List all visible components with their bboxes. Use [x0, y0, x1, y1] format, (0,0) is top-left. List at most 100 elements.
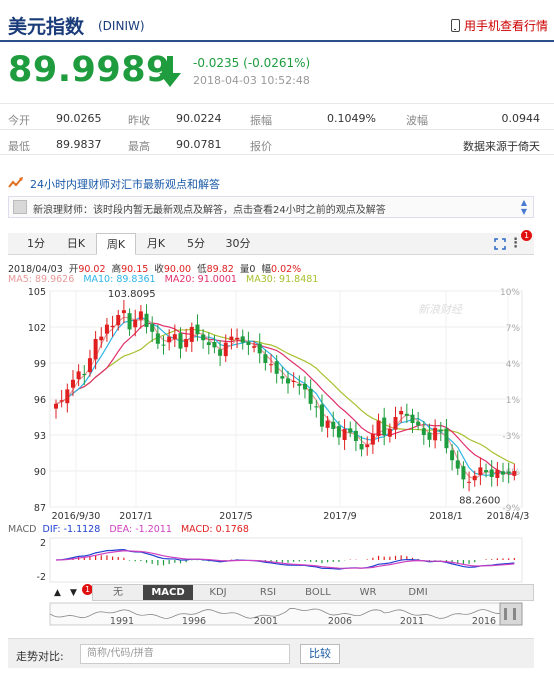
y-tick-label: 99 — [34, 359, 46, 370]
candle — [297, 375, 302, 395]
macd-value-legend: MACD: 0.1768 — [180, 524, 249, 535]
macd-legend: MACD DIF: -1.1128 DEA: -1.2011 MACD: 0.1… — [8, 524, 249, 535]
tab-daily[interactable]: 日K — [66, 237, 86, 250]
tab-weekly[interactable]: 周K — [96, 233, 136, 255]
stat-label: 今开 — [8, 114, 30, 127]
candle — [387, 423, 392, 443]
navigator-line — [49, 608, 523, 619]
y-tick-label: 87 — [34, 503, 46, 514]
fullscreen-icon[interactable] — [494, 238, 506, 250]
x-tick-label: 2018/4/3 — [487, 511, 530, 522]
dif-line — [55, 548, 515, 570]
tab-5min[interactable]: 5分 — [187, 237, 205, 250]
navigator-year-label: 1991 — [110, 616, 134, 627]
indicator-tab-boll[interactable]: BOLL — [305, 587, 331, 598]
navigator-grip — [513, 608, 516, 620]
candle — [308, 379, 313, 411]
period-tabs: 1分 日K 周K 月K 5分 30分 ⋮ 1 — [8, 230, 534, 255]
indicator-badge: 1 — [82, 584, 93, 595]
candle — [189, 322, 194, 352]
x-tick-label: 2017/5 — [219, 511, 252, 522]
candle — [512, 463, 517, 481]
page-title: 美元指数 — [8, 16, 85, 38]
mobile-view-link[interactable]: 用手机查看行情 — [450, 17, 548, 34]
navigator-year-label: 2006 — [328, 616, 352, 627]
ma20-path — [55, 322, 515, 475]
compare-input[interactable]: 简称/代码/拼音 — [80, 644, 290, 664]
expand-triangle-icon[interactable]: ▼ — [70, 588, 77, 598]
candle — [127, 308, 132, 336]
candle — [286, 370, 290, 394]
trend-icon — [8, 177, 23, 188]
header: 美元指数 (DINIW) 用手机查看行情 — [0, 0, 554, 42]
pct-tick-label: 4% — [506, 360, 521, 370]
indicator-tab-dmi[interactable]: DMI — [408, 587, 428, 598]
stat-label: 最低 — [8, 140, 30, 153]
ma30-legend: MA30: 91.8481 — [246, 274, 319, 285]
candle — [433, 419, 438, 449]
collapse-triangle-icon[interactable]: ▲ — [54, 588, 61, 598]
candle — [155, 324, 160, 349]
range-navigator[interactable]: 1991 1996 2001 2006 2011 2016 — [0, 602, 554, 628]
advisor-message-box[interactable]: 新浪理财师：该时段内暂无最新观点及解答，点击查看24小时之前的观点及解答 ▲ ▼ — [8, 196, 534, 218]
candle — [291, 372, 296, 388]
x-axis: 2016/9/30 2017/1 2017/5 2017/9 2018/1 2018/4/… — [52, 511, 530, 522]
tab-30min[interactable]: 30分 — [225, 237, 251, 250]
stat-value: 89.9837 — [56, 138, 102, 151]
x-tick-label: 2018/1 — [429, 511, 462, 522]
stat-label: 最高 — [128, 140, 150, 153]
scroll-arrows[interactable]: ▲ ▼ — [521, 198, 527, 216]
navigator-year-label: 2016 — [472, 616, 496, 627]
chart-grid — [49, 290, 523, 508]
macd-tick-label: -2 — [37, 572, 46, 583]
chevron-up-icon[interactable]: ▲ — [520, 198, 527, 207]
candle — [172, 324, 177, 347]
indicator-tab-kdj[interactable]: KDJ — [209, 587, 227, 598]
candle — [70, 370, 75, 397]
candle — [444, 418, 449, 454]
candle — [506, 462, 511, 484]
avatar — [13, 200, 27, 214]
candle — [235, 328, 240, 349]
compare-button[interactable]: 比较 — [300, 644, 340, 664]
candle — [319, 394, 324, 432]
candle — [421, 420, 426, 445]
notice-headline[interactable]: 24小时内理财师对汇市最新观点和解答 — [30, 178, 220, 191]
candle — [252, 340, 257, 353]
macd-chart[interactable]: 2 -2 — [0, 536, 554, 584]
indicator-tab-macd[interactable]: MACD — [143, 585, 193, 600]
indicator-tab-rsi[interactable]: RSI — [259, 587, 277, 598]
indicator-tab-wr[interactable]: WR — [359, 587, 377, 598]
tab-monthly[interactable]: 月K — [146, 237, 166, 250]
info-volume: 0 — [249, 264, 256, 275]
info-low: 89.82 — [206, 264, 234, 275]
x-tick-label: 2017/1 — [119, 511, 152, 522]
compare-bar: 走势对比: 简称/代码/拼音 比较 — [8, 638, 534, 668]
y-axis: 105 102 99 96 93 90 87 — [28, 287, 46, 514]
info-close: 90.00 — [163, 264, 192, 275]
indicator-tab-none[interactable]: 无 — [113, 587, 123, 598]
more-menu-icon[interactable]: ⋮ — [509, 236, 522, 251]
candle — [82, 365, 87, 386]
mobile-view-label: 用手机查看行情 — [463, 19, 548, 33]
advisor-message[interactable]: 新浪理财师：该时段内暂无最新观点及解答，点击查看24小时之前的观点及解答 — [33, 205, 386, 216]
candle — [161, 335, 166, 355]
stat-value: 0.0944 — [501, 112, 541, 125]
candle — [455, 450, 460, 476]
candle — [240, 329, 245, 350]
candle — [450, 443, 455, 471]
candle — [87, 349, 92, 377]
candle — [382, 407, 387, 446]
advisor-notice[interactable]: 24小时内理财师对汇市最新观点和解答 — [0, 171, 554, 193]
chevron-down-icon[interactable]: ▼ — [520, 207, 527, 216]
indicator-tabs: 无 MACD KDJ RSI BOLL WR DMI — [92, 584, 534, 601]
watermark: 新浪财经 — [418, 303, 463, 316]
tab-1min[interactable]: 1分 — [27, 237, 45, 250]
ma30-path — [55, 328, 515, 465]
y-tick-label: 102 — [28, 323, 46, 334]
candle — [353, 421, 358, 452]
compare-label: 走势对比: — [16, 650, 64, 663]
candle — [212, 335, 217, 354]
ma5-legend: MA5: 89.9626 — [8, 274, 75, 285]
